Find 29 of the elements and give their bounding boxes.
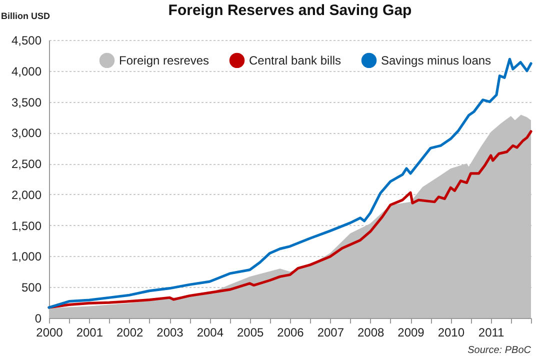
y-axis-title: Billion USD bbox=[1, 11, 50, 21]
source-note: Source: PBoC bbox=[468, 345, 532, 356]
x-tick-label: 2004 bbox=[196, 326, 224, 340]
y-tick-label: 0 bbox=[34, 312, 42, 326]
y-tick-label: 2,500 bbox=[11, 157, 42, 172]
x-tick-label: 2006 bbox=[277, 326, 304, 340]
chart-title: Foreign Reserves and Saving Gap bbox=[168, 2, 412, 19]
legend-label: Savings minus loans bbox=[381, 53, 492, 68]
x-tick-label: 2007 bbox=[317, 326, 344, 340]
x-tick-label: 2003 bbox=[156, 326, 184, 340]
x-tick-label: 2002 bbox=[116, 326, 144, 340]
x-tick-label: 2009 bbox=[398, 326, 425, 340]
y-tick-label: 3,500 bbox=[11, 95, 42, 110]
line-series bbox=[48, 58, 532, 309]
y-tick-label: 500 bbox=[21, 280, 42, 295]
x-tick-label: 2001 bbox=[76, 326, 104, 340]
x-tick-label: 2008 bbox=[357, 326, 385, 340]
y-tick-label: 2,000 bbox=[11, 188, 42, 202]
x-tick-label: 2005 bbox=[236, 326, 264, 340]
x-tick-label: 2010 bbox=[438, 326, 465, 340]
legend-label: Central bank bills bbox=[249, 53, 342, 68]
legend-label: Foreign resreves bbox=[119, 53, 210, 68]
y-tick-label: 1,000 bbox=[11, 250, 42, 264]
y-tick-label: 3,000 bbox=[11, 126, 42, 140]
x-tick-label: 2000 bbox=[36, 326, 64, 340]
y-tick-label: 4,000 bbox=[11, 64, 42, 78]
y-tick-label: 1,500 bbox=[11, 218, 42, 233]
x-tick-label: 2011 bbox=[478, 326, 505, 340]
y-tick-label: 4,500 bbox=[11, 34, 42, 48]
